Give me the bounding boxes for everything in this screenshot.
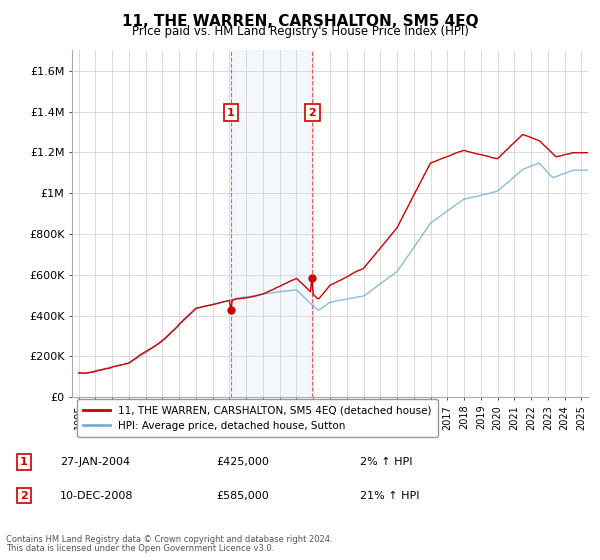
Text: £425,000: £425,000 [216, 457, 269, 467]
Text: 11, THE WARREN, CARSHALTON, SM5 4EQ: 11, THE WARREN, CARSHALTON, SM5 4EQ [122, 14, 478, 29]
Text: £585,000: £585,000 [216, 491, 269, 501]
Text: Contains HM Land Registry data © Crown copyright and database right 2024.: Contains HM Land Registry data © Crown c… [6, 535, 332, 544]
Text: 2: 2 [308, 108, 316, 118]
Text: 2: 2 [20, 491, 28, 501]
Bar [231, 50, 313, 397]
Text: 21% ↑ HPI: 21% ↑ HPI [360, 491, 419, 501]
Text: This data is licensed under the Open Government Licence v3.0.: This data is licensed under the Open Gov… [6, 544, 274, 553]
Text: 1: 1 [20, 457, 28, 467]
Text: Price paid vs. HM Land Registry's House Price Index (HPI): Price paid vs. HM Land Registry's House … [131, 25, 469, 38]
Text: 2% ↑ HPI: 2% ↑ HPI [360, 457, 413, 467]
Text: 10-DEC-2008: 10-DEC-2008 [60, 491, 133, 501]
Text: 27-JAN-2004: 27-JAN-2004 [60, 457, 130, 467]
Legend: 11, THE WARREN, CARSHALTON, SM5 4EQ (detached house), HPI: Average price, detach: 11, THE WARREN, CARSHALTON, SM5 4EQ (det… [77, 399, 437, 437]
Text: 1: 1 [227, 108, 235, 118]
